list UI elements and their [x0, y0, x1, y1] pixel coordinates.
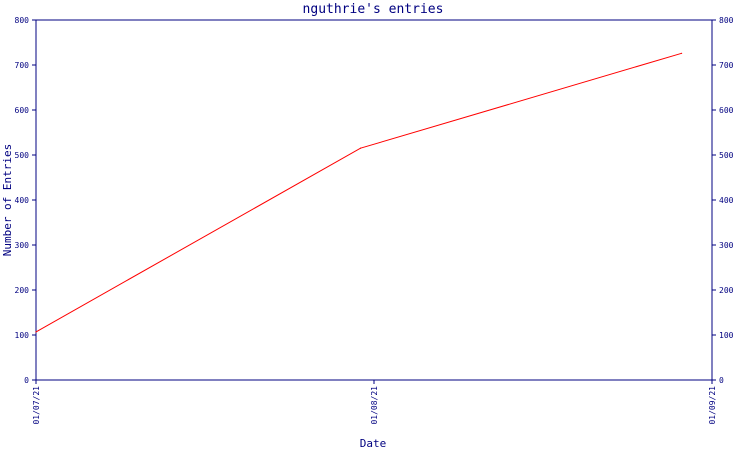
y-ticks-left: 0 100 200 300 400 500 600 700 800	[15, 16, 36, 385]
y-tick-label-right: 700	[719, 61, 734, 70]
y-axis-title: Number of Entries	[1, 144, 14, 257]
data-point	[359, 147, 362, 149]
series-group	[35, 52, 683, 333]
y-tick-label-right: 400	[719, 196, 734, 205]
y-tick-label-right: 300	[719, 241, 734, 250]
y-tick-label-left: 100	[15, 331, 30, 340]
y-tick-label-left: 0	[24, 376, 29, 385]
y-tick-label-right: 0	[719, 376, 724, 385]
y-tick-label-left: 300	[15, 241, 30, 250]
x-ticks: 01/07/21 01/08/21 01/09/21	[32, 380, 717, 425]
data-point	[680, 52, 683, 54]
x-tick-label: 01/07/21	[32, 386, 41, 425]
chart-title: nguthrie's entries	[303, 2, 444, 17]
x-axis-title: Date	[360, 437, 387, 450]
series-line	[35, 52, 682, 333]
x-tick-label: 01/09/21	[708, 386, 717, 425]
y-tick-label-left: 500	[15, 151, 30, 160]
y-tick-label-right: 600	[719, 106, 734, 115]
y-tick-label-right: 100	[719, 331, 734, 340]
y-tick-label-left: 800	[15, 16, 30, 25]
y-tick-label-left: 200	[15, 286, 30, 295]
y-tick-label-left: 700	[15, 61, 30, 70]
y-tick-label-left: 600	[15, 106, 30, 115]
y-tick-label-right: 500	[719, 151, 734, 160]
data-point	[35, 331, 37, 333]
y-ticks-right: 0 100 200 300 400 500 600 700 800	[712, 16, 734, 385]
y-tick-label-right: 800	[719, 16, 734, 25]
x-tick-label: 01/08/21	[370, 386, 379, 425]
y-tick-label-right: 200	[719, 286, 734, 295]
y-tick-label-left: 400	[15, 196, 30, 205]
